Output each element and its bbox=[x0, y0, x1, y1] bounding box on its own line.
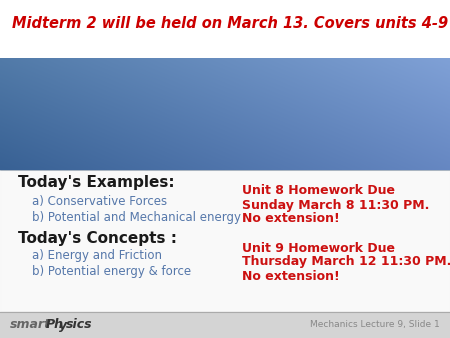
Text: Today's Concepts :: Today's Concepts : bbox=[18, 231, 177, 245]
Text: b) Potential and Mechanical energy: b) Potential and Mechanical energy bbox=[32, 211, 241, 223]
Text: a) Conservative Forces: a) Conservative Forces bbox=[32, 194, 167, 208]
Text: Classical Mechanics: Classical Mechanics bbox=[93, 86, 357, 110]
Bar bbox=[0, 0, 450, 58]
Text: b) Potential energy & force: b) Potential energy & force bbox=[32, 266, 191, 279]
Text: a) Energy and Friction: a) Energy and Friction bbox=[32, 249, 162, 263]
Bar bbox=[0, 170, 450, 312]
Text: No extension!: No extension! bbox=[242, 269, 340, 283]
Text: smart: smart bbox=[10, 318, 51, 332]
Text: Lecture 9: Lecture 9 bbox=[162, 116, 288, 140]
Text: Sunday March 8 11:30 PM.: Sunday March 8 11:30 PM. bbox=[242, 198, 429, 212]
Text: Thursday March 12 11:30 PM.: Thursday March 12 11:30 PM. bbox=[242, 256, 450, 268]
Text: Unit 9 Homework Due: Unit 9 Homework Due bbox=[242, 241, 395, 255]
Text: No extension!: No extension! bbox=[242, 213, 340, 225]
Bar bbox=[0, 312, 450, 338]
Text: Unit 8 Homework Due: Unit 8 Homework Due bbox=[242, 185, 395, 197]
Text: Mechanics Lecture 9, Slide 1: Mechanics Lecture 9, Slide 1 bbox=[310, 320, 440, 330]
Bar bbox=[0, 170, 450, 312]
Text: sics: sics bbox=[66, 318, 93, 332]
Text: y: y bbox=[59, 318, 67, 332]
Text: Midterm 2 will be held on March 13. Covers units 4-9: Midterm 2 will be held on March 13. Cove… bbox=[12, 16, 448, 30]
Text: Ph: Ph bbox=[46, 318, 64, 332]
Text: Today's Examples:: Today's Examples: bbox=[18, 175, 175, 191]
